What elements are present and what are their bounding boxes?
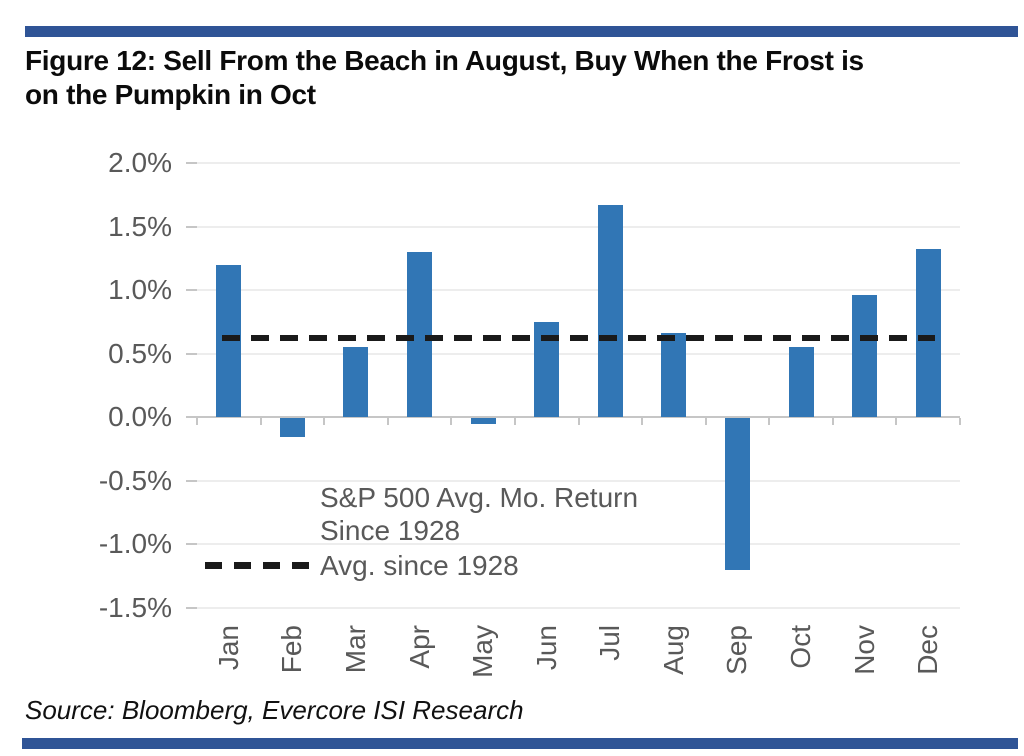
y-axis-tick xyxy=(186,479,197,482)
y-axis-tick xyxy=(186,289,197,291)
y-axis-label: 1.5% xyxy=(108,210,172,242)
bottom-border-rule xyxy=(22,738,1018,749)
bar-mar xyxy=(343,347,369,417)
x-axis-label-sep: Sep xyxy=(721,625,753,675)
average-line-label: Avg. since 1928 xyxy=(320,550,519,581)
y-gridline xyxy=(197,479,960,482)
bar-oct xyxy=(788,347,814,417)
x-axis-tick xyxy=(831,418,834,425)
average-reference-line xyxy=(221,335,936,342)
x-axis-label-dec: Dec xyxy=(912,625,944,675)
y-gridline xyxy=(197,543,960,545)
bar-may xyxy=(470,418,496,425)
y-axis-tick xyxy=(186,225,197,228)
x-axis-label-aug: Aug xyxy=(657,625,689,675)
x-axis-label-nov: Nov xyxy=(848,625,880,675)
x-axis-line xyxy=(197,416,960,418)
y-axis-tick xyxy=(186,162,197,164)
x-axis-tick xyxy=(641,418,644,425)
y-axis-label: -1.0% xyxy=(98,528,172,559)
bar-dec xyxy=(915,249,941,417)
figure-title-line2: on the Pumpkin in Oct xyxy=(25,79,316,110)
y-axis-tick xyxy=(186,352,197,355)
x-axis-label-jun: Jun xyxy=(530,625,562,671)
y-axis-label: 0.0% xyxy=(108,401,172,432)
x-axis-tick xyxy=(386,418,389,425)
x-axis-label-oct: Oct xyxy=(785,625,817,669)
bar-nov xyxy=(852,295,878,417)
bar-series-label: S&P 500 Avg. Mo. Return Since 1928 xyxy=(320,481,638,547)
y-gridline xyxy=(197,606,960,609)
y-axis-tick xyxy=(186,606,197,609)
x-axis-label-jul: Jul xyxy=(594,625,626,661)
y-axis-tick xyxy=(186,416,197,418)
y-gridline xyxy=(197,352,960,355)
figure-title: Figure 12: Sell From the Beach in August… xyxy=(25,44,1015,112)
bar-apr xyxy=(407,251,433,417)
y-axis-label: -1.5% xyxy=(98,591,172,623)
x-axis-tick xyxy=(323,418,326,425)
x-axis-tick xyxy=(259,418,262,425)
legend-item-average-line: Avg. since 1928 xyxy=(205,549,725,582)
y-gridline xyxy=(197,289,960,291)
x-axis-tick xyxy=(196,418,198,425)
x-axis-tick xyxy=(704,418,707,425)
y-gridline xyxy=(197,225,960,228)
x-axis-tick xyxy=(959,418,961,425)
y-axis-label: 1.0% xyxy=(108,274,172,305)
x-axis-tick xyxy=(895,418,898,425)
average-line-swatch xyxy=(205,562,310,569)
figure-title-line1: Figure 12: Sell From the Beach in August… xyxy=(25,45,864,76)
x-axis-tick xyxy=(768,418,771,425)
source-note: Source: Bloomberg, Evercore ISI Research xyxy=(25,695,524,725)
bar-feb xyxy=(279,418,305,438)
bar-jul xyxy=(597,204,623,417)
y-gridline xyxy=(197,162,960,164)
y-axis-label: 2.0% xyxy=(108,147,172,178)
bar-aug xyxy=(661,333,687,417)
chart-legend: S&P 500 Avg. Mo. Return Since 1928 Avg. … xyxy=(205,481,725,582)
x-axis-tick xyxy=(450,418,453,425)
bar-series-label-line1: S&P 500 Avg. Mo. Return xyxy=(320,482,639,513)
y-axis-label: 0.5% xyxy=(108,337,172,369)
x-axis-tick xyxy=(513,418,516,425)
bar-series-label-line2: Since 1928 xyxy=(320,515,461,546)
y-axis-label: -0.5% xyxy=(98,464,172,496)
y-axis-tick xyxy=(186,543,197,545)
bar-series-swatch xyxy=(205,488,310,507)
bar-sep xyxy=(724,418,750,571)
x-axis-tick xyxy=(577,418,580,425)
top-border-rule xyxy=(25,26,1018,37)
legend-item-bar-series: S&P 500 Avg. Mo. Return Since 1928 xyxy=(205,481,725,547)
